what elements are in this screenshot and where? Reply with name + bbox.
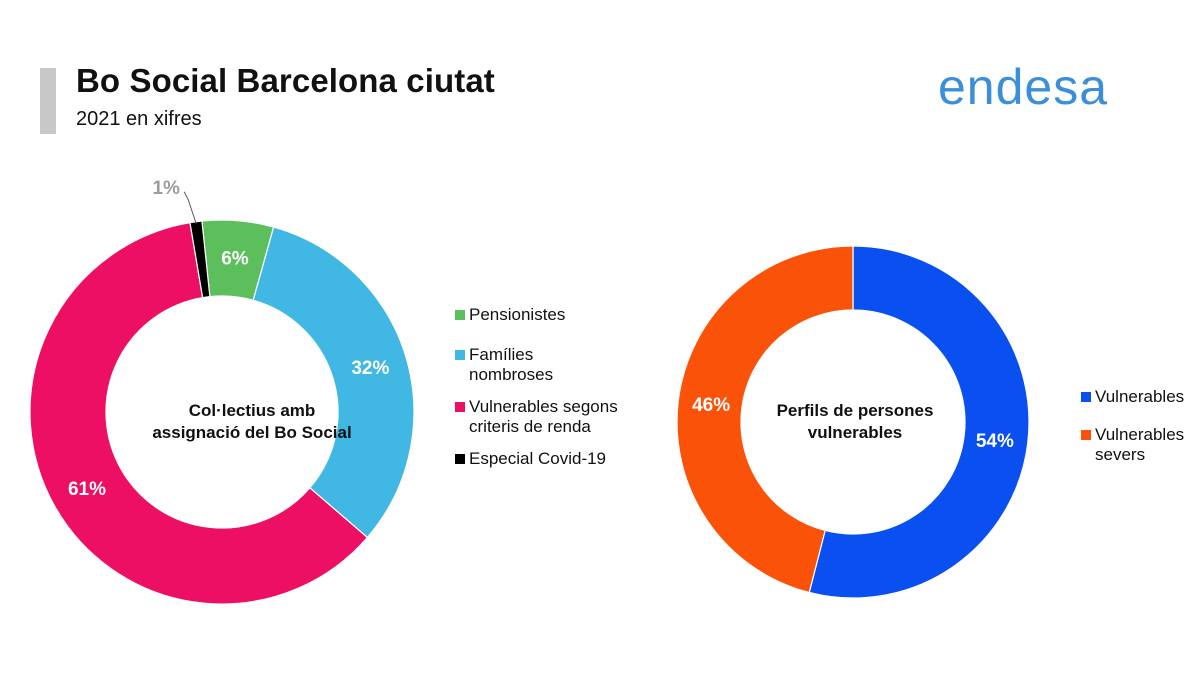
page-subtitle: 2021 en xifres — [76, 108, 202, 130]
legend-swatch — [1081, 430, 1091, 440]
data-label-vulnerables: 54% — [976, 431, 1014, 452]
legend-item-covid: Especial Covid-19 — [455, 449, 645, 469]
legend-item-pensionistes: Pensionistes — [455, 305, 645, 325]
legend-perfils: Vulnerables Vulnerables severs — [1081, 387, 1196, 465]
legend-label: Vulnerables severs — [1095, 425, 1185, 464]
legend-label: Especial Covid-19 — [469, 449, 607, 468]
endesa-logo: endesa — [938, 59, 1108, 115]
legend-item-vulnerables-renda: Vulnerables segons criteris de renda — [455, 397, 649, 437]
legend-label: Pensionistes — [469, 305, 566, 324]
page-title: Bo Social Barcelona ciutat — [76, 62, 495, 99]
legend-item-vulnerables-severs: Vulnerables severs — [1081, 425, 1200, 465]
data-label-especial-covid-19: 1% — [152, 178, 180, 199]
donut-slice-vulnerables-segons-criteris-de-renda — [29, 221, 369, 605]
legend-swatch — [455, 350, 465, 360]
data-label-vulnerables-segons-criteris-de-renda: 61% — [68, 479, 106, 500]
donut-slice-vulnerables — [808, 245, 1030, 599]
legend-swatch — [455, 454, 465, 464]
legend-label: Vulnerables — [1095, 387, 1185, 406]
legend-label: Famílies nombroses — [469, 345, 554, 384]
donut-chart-collectius: 6% 32% 61% 1% — [29, 178, 415, 605]
legend-swatch — [455, 310, 465, 320]
data-label-pensionistes: 6% — [221, 249, 249, 270]
logo-text: endesa — [938, 59, 1108, 115]
data-label-vulnerables-severs: 46% — [692, 395, 730, 416]
donut-slice-fam-lies-nombroses — [252, 226, 415, 539]
legend-swatch — [455, 402, 465, 412]
donut-chart-perfils: 54% 46% — [676, 245, 1030, 599]
data-label-fam-lies-nombroses: 32% — [351, 358, 389, 379]
donut-slice-especial-covid-19 — [189, 220, 211, 299]
center-label-perfils: Perfils de persones vulnerables — [776, 401, 934, 442]
legend-collectius: Pensionistes Famílies nombroses Vulnerab… — [455, 305, 645, 469]
legend-label: Vulnerables segons criteris de renda — [469, 397, 618, 436]
legend-item-families: Famílies nombroses — [455, 345, 579, 385]
leader-line — [183, 191, 197, 224]
donut-slice-vulnerables-severs — [676, 245, 854, 594]
legend-item-vulnerables: Vulnerables — [1081, 387, 1196, 407]
title-accent-bar — [40, 68, 56, 134]
center-label-collectius: Col·lectius amb assignació del Bo Social — [152, 401, 352, 442]
legend-swatch — [1081, 392, 1091, 402]
